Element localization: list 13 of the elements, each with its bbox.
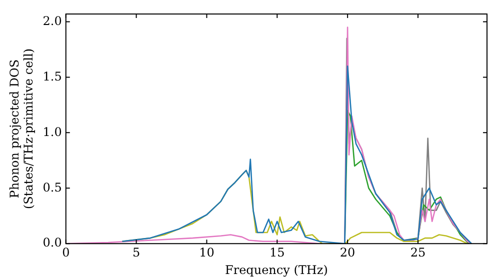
y-axis-title: Phonon projected DOS (States/THz·primitive cell) xyxy=(7,48,36,210)
x-tick-label: 0 xyxy=(62,246,70,260)
y-tick-label: 1.0 xyxy=(42,124,62,139)
y-tick-label: 2.0 xyxy=(42,14,62,28)
x-tick-label: 10 xyxy=(199,246,214,260)
x-axis-title: Frequency (THz) xyxy=(225,262,328,277)
y-tick-label: 0.5 xyxy=(42,180,62,194)
y-tick-label: 1.5 xyxy=(42,69,62,84)
x-tick-label: 20 xyxy=(340,246,356,260)
x-tick-label: 25 xyxy=(410,246,426,260)
x-tick-label: 15 xyxy=(270,246,285,260)
y-tick-label: 0.0 xyxy=(42,236,62,250)
x-tick-label: 5 xyxy=(132,246,140,260)
